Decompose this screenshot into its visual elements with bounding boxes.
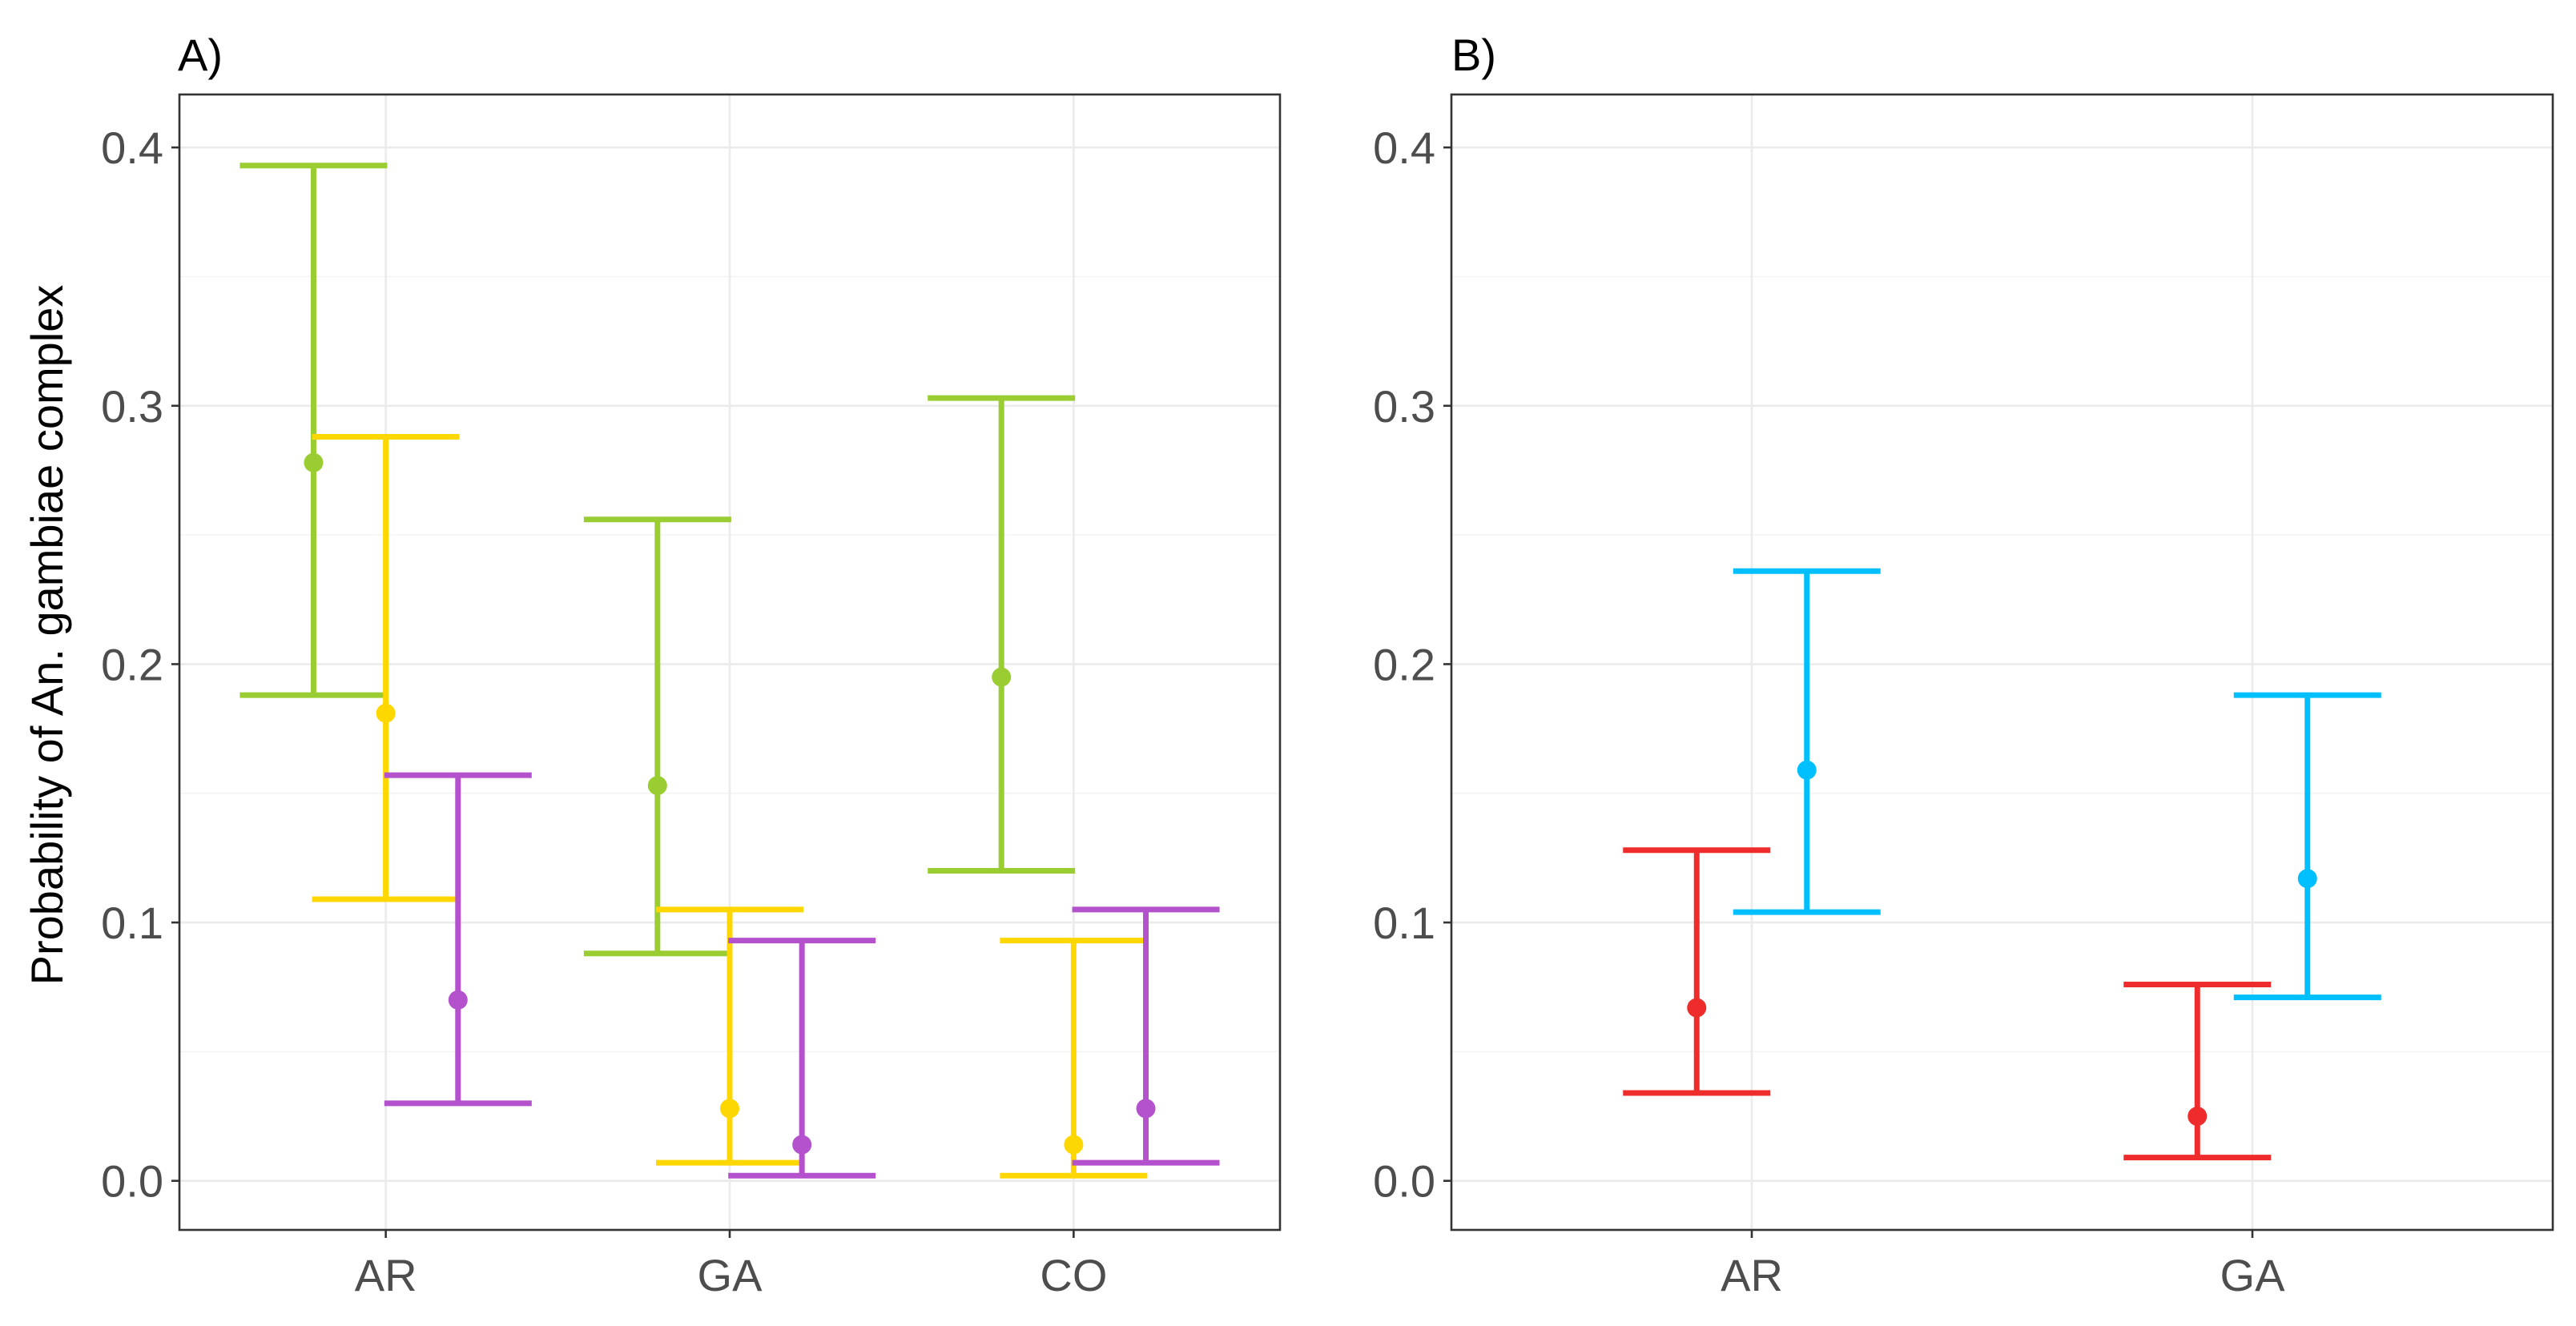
panel-a-ar-series-3-mean-point (448, 990, 468, 1010)
panel-a-ga-series-1-mean-point (647, 776, 667, 796)
panel-a-ar-series-1-mean-point (304, 452, 324, 472)
y-axis-title: Probability of An. gambiae complex (22, 285, 72, 986)
panel-b-x-tick-label: GA (2220, 1250, 2286, 1300)
panel-a-y-tick-label: 0.2 (101, 639, 163, 689)
panel-a-label: A) (178, 30, 223, 80)
panel-b-x-tick-label: AR (1721, 1250, 1783, 1300)
panel-a-ga-series-3-mean-point (792, 1135, 812, 1155)
panel-a-border (178, 93, 1282, 1232)
panel-b-y-tick-label: 0.0 (1373, 1156, 1435, 1207)
panel-a-x-tick-label: GA (698, 1250, 763, 1300)
panel-a-y-tick-label: 0.4 (101, 123, 163, 173)
panel-a-co-series-3-mean-point (1136, 1099, 1156, 1119)
panel-b-border (1450, 93, 2554, 1232)
panel-b-ar-series-2-mean-point (1687, 998, 1707, 1018)
panel-a-co-series-1-mean-point (992, 667, 1012, 687)
panel-a-y-tick-label: 0.1 (101, 898, 163, 948)
panel-a-y-tick-label: 0.3 (101, 381, 163, 432)
panel-a-x-tick-label: CO (1040, 1250, 1107, 1300)
panel-a-co-series-2-mean-point (1064, 1135, 1084, 1155)
panel-b-y-tick-label: 0.2 (1373, 639, 1435, 689)
panel-b-ar-series-1-mean-point (1797, 760, 1817, 780)
panel-a-x-tick-label: AR (355, 1250, 417, 1300)
panel-b-y-tick-label: 0.3 (1373, 381, 1435, 432)
panel-a-ar-series-2-mean-point (376, 703, 396, 723)
panel-b-label: B) (1451, 30, 1496, 80)
panel-b-ga-series-1-mean-point (2297, 869, 2317, 889)
panel-b-y-tick-label: 0.4 (1373, 123, 1435, 173)
panel-b-ga-series-2-mean-point (2188, 1107, 2208, 1127)
panel-b: B) 0.0 0.1 0.2 0.3 0.4 AR GA (1373, 30, 2554, 1300)
panel-a-y-tick-label: 0.0 (101, 1156, 163, 1207)
panel-a-ga-series-2-mean-point (720, 1099, 739, 1119)
panel-a: A) 0.0 0.1 0.2 0.3 0.4 AR GA CO (101, 30, 1282, 1300)
panel-b-y-tick-label: 0.1 (1373, 898, 1435, 948)
